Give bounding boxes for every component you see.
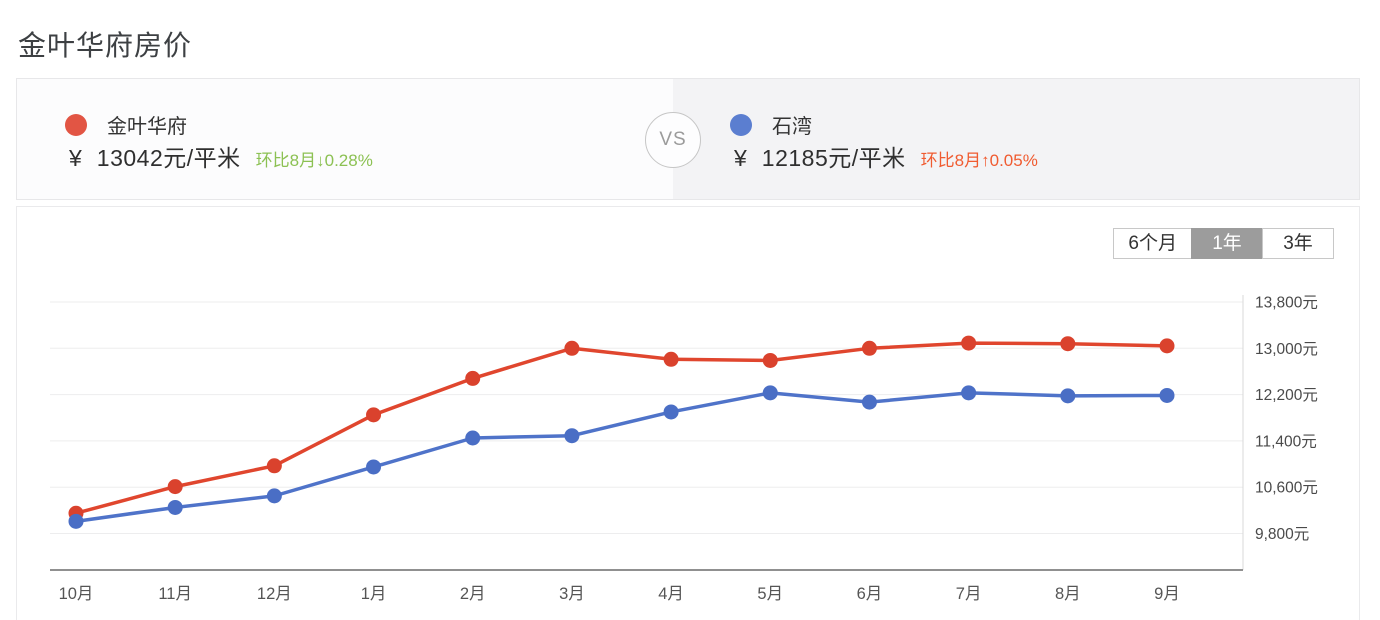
comparison-right-panel: 石湾 ¥ 12185元/平米 环比8月↑0.05%	[673, 79, 1359, 199]
left-series-dot-icon	[65, 113, 87, 136]
svg-text:8月: 8月	[1055, 585, 1081, 603]
svg-text:13,000元: 13,000元	[1255, 341, 1318, 358]
svg-text:2月: 2月	[460, 585, 486, 603]
svg-text:11月: 11月	[158, 585, 192, 603]
svg-text:3月: 3月	[559, 585, 585, 603]
right-price-value: 12185元/平米	[761, 145, 906, 171]
time-range-selector: 6个月 1年 3年	[1113, 228, 1334, 259]
price-chart[interactable]: 13,800元 13,000元 12,200元 11,400元 10,600元 9,800…	[17, 207, 1359, 619]
right-legend-row: 石湾	[730, 110, 812, 139]
svg-text:6月: 6月	[857, 585, 883, 603]
page-title: 金叶华府房价	[18, 30, 193, 61]
right-series-dot-icon	[730, 113, 752, 136]
left-change: 环比8月↓0.28%	[255, 151, 373, 170]
range-button-3years[interactable]: 3年	[1262, 228, 1334, 259]
svg-text:7月: 7月	[956, 585, 982, 603]
left-price-value: 13042元/平米	[96, 145, 241, 171]
vs-badge: VS	[645, 112, 701, 168]
range-button-6months[interactable]: 6个月	[1113, 228, 1192, 259]
svg-text:13,800元: 13,800元	[1255, 295, 1318, 312]
svg-text:9,800元: 9,800元	[1255, 526, 1309, 543]
svg-text:10月: 10月	[59, 585, 94, 603]
svg-text:9月: 9月	[1154, 585, 1180, 603]
right-price-row: ¥ 12185元/平米 环比8月↑0.05%	[734, 139, 1038, 173]
svg-text:1月: 1月	[361, 585, 387, 603]
right-change: 环比8月↑0.05%	[920, 151, 1038, 170]
right-listing-name: 石湾	[772, 116, 812, 138]
svg-text:4月: 4月	[658, 585, 684, 603]
left-legend-row: 金叶华府	[65, 110, 187, 139]
svg-text:11,400元: 11,400元	[1255, 433, 1317, 450]
range-button-1year[interactable]: 1年	[1191, 228, 1263, 259]
comparison-left-panel: 金叶华府 ¥ 13042元/平米 环比8月↓0.28%	[17, 79, 673, 199]
left-listing-name: 金叶华府	[107, 116, 187, 138]
left-price-row: ¥ 13042元/平米 环比8月↓0.28%	[69, 139, 373, 173]
left-currency-symbol: ¥	[69, 145, 82, 171]
svg-text:12月: 12月	[257, 585, 292, 603]
svg-text:5月: 5月	[757, 585, 783, 603]
right-currency-symbol: ¥	[734, 145, 747, 171]
price-chart-card: 13,800元 13,000元 12,200元 11,400元 10,600元 9,800…	[16, 206, 1360, 620]
svg-text:10,600元: 10,600元	[1255, 480, 1318, 497]
comparison-card: 金叶华府 ¥ 13042元/平米 环比8月↓0.28% 石湾 ¥ 12185元/…	[16, 78, 1360, 200]
svg-text:12,200元: 12,200元	[1255, 387, 1318, 404]
